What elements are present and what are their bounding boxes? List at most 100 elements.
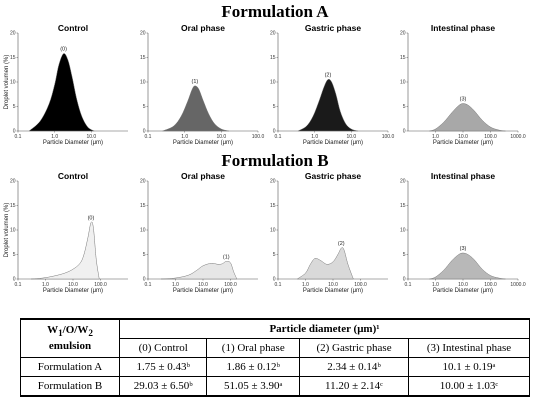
y-tick-label: 5 <box>403 104 406 110</box>
table-cell: 29.03 ± 6.50ᵇ <box>118 376 208 397</box>
x-tick-label: 0.1 <box>145 134 152 140</box>
x-axis-label: Particle Diameter (μm) <box>173 288 233 294</box>
y-tick-label: 20 <box>10 179 16 185</box>
y-tick-label: 15 <box>10 203 16 209</box>
table-column-header: (3) Intestinal phase <box>407 338 531 358</box>
y-tick-label: 20 <box>140 179 146 185</box>
table-column-header: (1) Oral phase <box>206 338 301 358</box>
x-tick-label: 100.0 <box>252 134 265 140</box>
x-tick-label: 1.0 <box>42 282 49 288</box>
y-tick-label: 20 <box>400 179 406 185</box>
distribution-area <box>162 85 229 132</box>
table-group-header: Particle diameter (μm)¹ <box>119 318 530 339</box>
y-tick-label: 0 <box>143 129 146 135</box>
x-tick-label: 1.0 <box>432 282 439 288</box>
x-tick-label: 10.0 <box>458 282 468 288</box>
x-tick-label: 1.0 <box>311 134 318 140</box>
table-column-header: (2) Gastric phase <box>299 338 409 358</box>
y-tick-label: 0 <box>13 277 16 283</box>
y-tick-label: 15 <box>140 203 146 209</box>
y-tick-label: 0 <box>273 129 276 135</box>
x-tick-label: 0.1 <box>15 134 22 140</box>
y-tick-label: 15 <box>10 55 16 61</box>
y-tick-label: 5 <box>273 104 276 110</box>
y-tick-label: 0 <box>13 129 16 135</box>
x-tick-label: 100.0 <box>382 134 395 140</box>
y-tick-label: 0 <box>143 277 146 283</box>
y-tick-label: 10 <box>400 80 406 86</box>
x-axis-label: Particle Diameter (μm) <box>43 140 103 146</box>
x-tick-label: 0.1 <box>275 134 282 140</box>
x-tick-label: 0.1 <box>15 282 22 288</box>
x-tick-label: 10.0 <box>346 134 356 140</box>
y-tick-label: 10 <box>10 228 16 234</box>
y-tick-label: 10 <box>10 80 16 86</box>
distribution-area <box>429 103 506 132</box>
x-tick-label: 10.0 <box>458 134 468 140</box>
formulation-b-title: Formulation B <box>221 151 329 170</box>
x-tick-label: 10.0 <box>86 134 96 140</box>
y-tick-label: 5 <box>13 104 16 110</box>
x-tick-label: 10.0 <box>328 282 338 288</box>
table-row-label: Formulation B <box>20 376 120 397</box>
x-axis-label: Particle Diameter (μm) <box>433 288 493 294</box>
y-tick-label: 15 <box>400 203 406 209</box>
panel-title: Control <box>58 23 88 33</box>
table-cell: 11.20 ± 2.14ᶜ <box>299 376 409 397</box>
x-axis-label: Particle Diameter (μm) <box>303 140 363 146</box>
y-tick-label: 10 <box>270 80 276 86</box>
x-tick-label: 100.0 <box>224 282 237 288</box>
y-tick-label: 20 <box>140 31 146 37</box>
x-tick-label: 100.0 <box>484 282 497 288</box>
y-tick-label: 20 <box>400 31 406 37</box>
x-tick-label: 100.0 <box>354 282 367 288</box>
table-cell: 51.05 ± 3.90ᵃ <box>206 376 301 397</box>
x-tick-label: 1.0 <box>432 134 439 140</box>
x-tick-label: 1000.0 <box>510 134 526 140</box>
table-cell: 1.75 ± 0.43ᵇ <box>118 357 208 377</box>
y-tick-label: 5 <box>13 252 16 258</box>
distribution-area <box>297 78 358 132</box>
x-tick-label: 100.0 <box>94 282 107 288</box>
distribution-area <box>28 53 96 132</box>
peak-label: (3) <box>460 97 467 103</box>
x-tick-label: 0.1 <box>275 282 282 288</box>
x-tick-label: 1.0 <box>51 134 58 140</box>
panel-title: Control <box>58 171 88 181</box>
y-tick-label: 0 <box>403 129 406 135</box>
y-tick-label: 10 <box>140 228 146 234</box>
distribution-area <box>31 221 100 280</box>
x-tick-label: 0.1 <box>405 282 412 288</box>
y-tick-label: 5 <box>143 252 146 258</box>
y-axis-label: Droplet volumen (%) <box>4 55 10 110</box>
panel-title: Gastric phase <box>305 23 361 33</box>
x-axis-label: Particle Diameter (μm) <box>43 288 103 294</box>
peak-label: (1) <box>192 79 199 85</box>
table-corner-header: W1/O/W2 emulsion <box>20 318 120 358</box>
y-tick-label: 5 <box>403 252 406 258</box>
x-tick-label: 1000.0 <box>510 282 526 288</box>
x-tick-label: 1.0 <box>172 282 179 288</box>
y-tick-label: 0 <box>403 277 406 283</box>
panel-title: Gastric phase <box>305 171 361 181</box>
table-cell: 10.1 ± 0.19ᵃ <box>407 357 531 377</box>
table-column-header: (0) Control <box>118 338 208 358</box>
peak-label: (0) <box>60 47 67 53</box>
peak-label: (2) <box>325 73 332 79</box>
y-tick-label: 10 <box>400 228 406 234</box>
peak-label: (2) <box>338 241 345 247</box>
particle-diameter-table: W1/O/W2 emulsion Particle diameter (μm)¹ … <box>20 318 531 397</box>
formulation-a-title: Formulation A <box>221 2 329 21</box>
panel-title: Oral phase <box>181 23 225 33</box>
distribution-area <box>296 247 354 280</box>
peak-label: (0) <box>88 216 95 222</box>
panel-title: Intestinal phase <box>431 23 496 33</box>
y-tick-label: 5 <box>273 252 276 258</box>
table-row-label: Formulation A <box>20 357 120 377</box>
y-tick-label: 0 <box>273 277 276 283</box>
x-tick-label: 10.0 <box>68 282 78 288</box>
y-tick-label: 20 <box>270 31 276 37</box>
table-cell: 2.34 ± 0.14ᵇ <box>299 357 409 377</box>
x-tick-label: 100.0 <box>484 134 497 140</box>
table-cell: 1.86 ± 0.12ᵇ <box>206 357 301 377</box>
